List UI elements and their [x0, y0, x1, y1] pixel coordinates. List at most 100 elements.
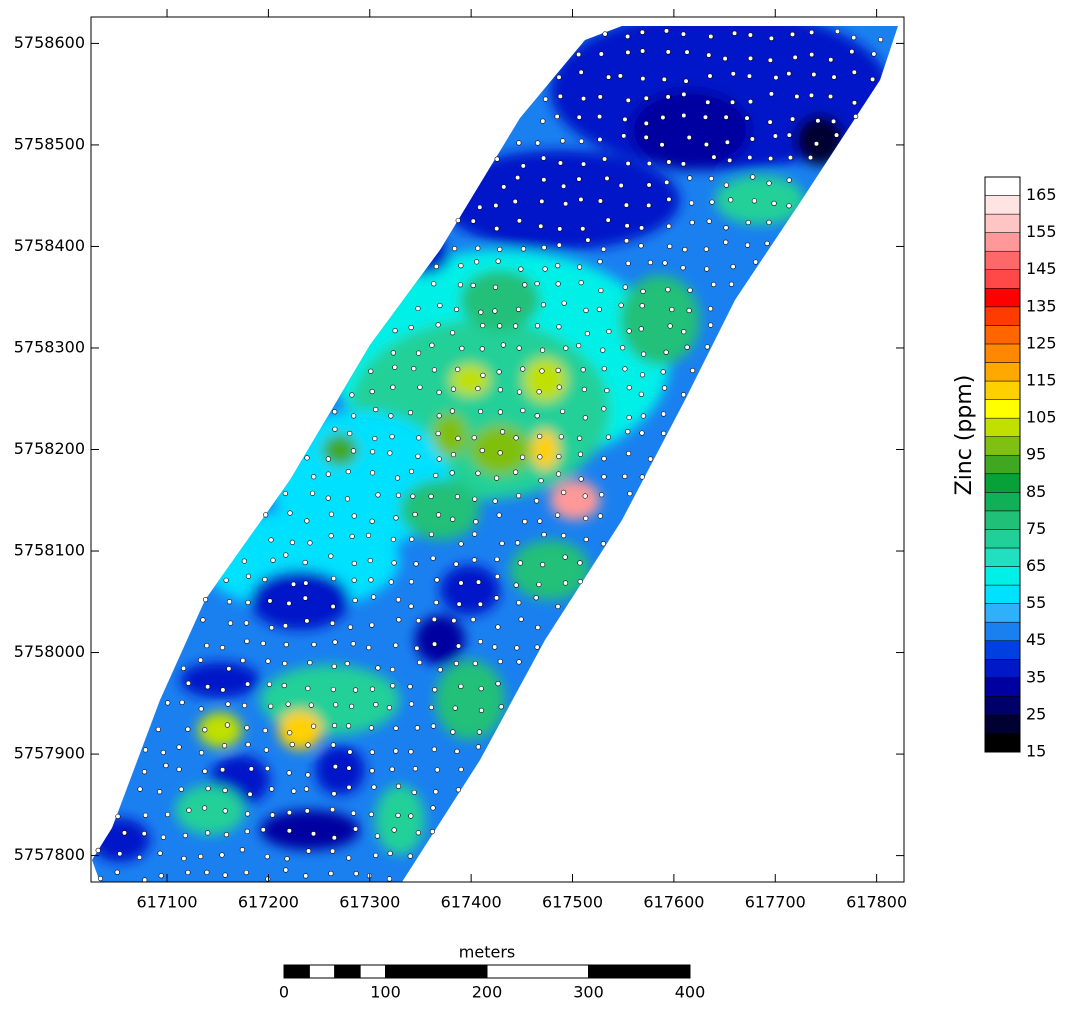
sample-point	[600, 541, 606, 547]
sample-point	[559, 408, 566, 415]
colorbar-bin	[984, 343, 1021, 363]
sample-point	[455, 787, 462, 793]
sample-point	[772, 133, 779, 139]
sample-point	[449, 330, 456, 336]
sample-point	[640, 75, 646, 82]
colorbar-bin	[984, 176, 1021, 196]
sample-point	[520, 163, 526, 169]
sample-point	[304, 518, 310, 524]
sample-point	[640, 351, 647, 357]
sample-point	[513, 435, 519, 441]
sample-point	[647, 456, 654, 462]
sample-point	[494, 226, 500, 232]
sample-point	[245, 681, 251, 687]
sample-point	[764, 240, 770, 247]
sample-point	[518, 266, 524, 272]
sample-point	[539, 347, 546, 353]
sample-point	[302, 595, 308, 601]
sample-point	[681, 91, 687, 98]
sample-point	[452, 705, 458, 711]
colorbar-bin	[984, 621, 1021, 641]
sample-point	[429, 829, 436, 835]
y-tick-label: 5757900	[14, 744, 85, 763]
sample-point	[225, 701, 231, 707]
sample-point	[471, 435, 477, 441]
sample-point	[477, 601, 483, 607]
sample-point	[543, 96, 549, 102]
sample-point	[287, 510, 293, 516]
sample-point	[449, 470, 455, 476]
sample-point	[114, 869, 120, 875]
sample-point	[260, 640, 266, 646]
sample-point	[289, 741, 295, 748]
sample-point	[478, 309, 484, 315]
colorbar-bin	[984, 325, 1021, 345]
colorbar-tick-label: 35	[1026, 667, 1046, 686]
sample-point	[369, 622, 375, 628]
scale-bar-label: meters	[459, 943, 515, 962]
sample-point	[786, 203, 792, 209]
sample-point	[537, 454, 543, 460]
x-tick-label: 617400	[441, 893, 502, 912]
sample-point	[707, 306, 714, 312]
sample-point	[387, 850, 393, 856]
sample-point	[372, 435, 378, 442]
sample-point	[415, 830, 421, 836]
sample-point	[428, 493, 434, 499]
sample-point	[744, 242, 751, 248]
scale-bar-tick-label: 0	[279, 983, 289, 1002]
sample-point	[479, 447, 485, 454]
sample-point	[664, 179, 670, 185]
sample-point	[702, 114, 709, 120]
sample-point	[877, 37, 884, 43]
sample-point	[787, 155, 794, 161]
sample-point	[283, 642, 289, 648]
sample-point	[407, 684, 413, 690]
sample-point	[625, 450, 632, 457]
colorbar-tick-label: 115	[1026, 371, 1057, 390]
sample-point	[180, 665, 187, 672]
colorbar-tick-label: 165	[1026, 185, 1057, 204]
x-tick-label: 617300	[339, 893, 400, 912]
sample-point	[347, 624, 353, 630]
sample-point	[368, 577, 374, 583]
sample-point	[627, 490, 633, 497]
colorbar-bin	[984, 584, 1021, 604]
sample-point	[349, 392, 355, 398]
sample-point	[181, 855, 187, 862]
sample-point	[492, 498, 498, 504]
sample-point	[454, 748, 460, 754]
sample-point	[369, 470, 376, 476]
sample-point	[493, 595, 500, 601]
sample-point	[205, 830, 211, 836]
sample-point	[332, 409, 338, 415]
sample-point	[219, 645, 226, 651]
sample-point	[352, 826, 359, 832]
sample-point	[200, 617, 206, 623]
sample-point	[410, 493, 416, 499]
sample-point	[408, 579, 415, 585]
sample-point	[305, 848, 312, 854]
sample-point	[684, 49, 690, 55]
sample-point	[475, 470, 481, 476]
sample-point	[453, 660, 460, 667]
sample-point	[243, 869, 249, 876]
sample-point	[477, 204, 483, 210]
sample-point	[479, 346, 485, 352]
sample-point	[97, 875, 104, 882]
sample-point	[870, 76, 876, 83]
sample-point	[684, 344, 690, 350]
sample-point	[767, 57, 773, 63]
y-tick-label: 5758000	[14, 642, 85, 661]
sample-point	[539, 198, 545, 205]
sample-point	[622, 116, 628, 122]
sample-point	[751, 198, 757, 204]
sample-point	[176, 744, 182, 750]
sample-point	[309, 490, 316, 496]
sample-point	[369, 749, 375, 755]
sample-point	[600, 347, 606, 353]
sample-point	[472, 660, 478, 667]
sample-point	[646, 160, 652, 167]
scale-bar-tick-label: 400	[675, 983, 706, 1002]
sample-point	[204, 869, 210, 875]
